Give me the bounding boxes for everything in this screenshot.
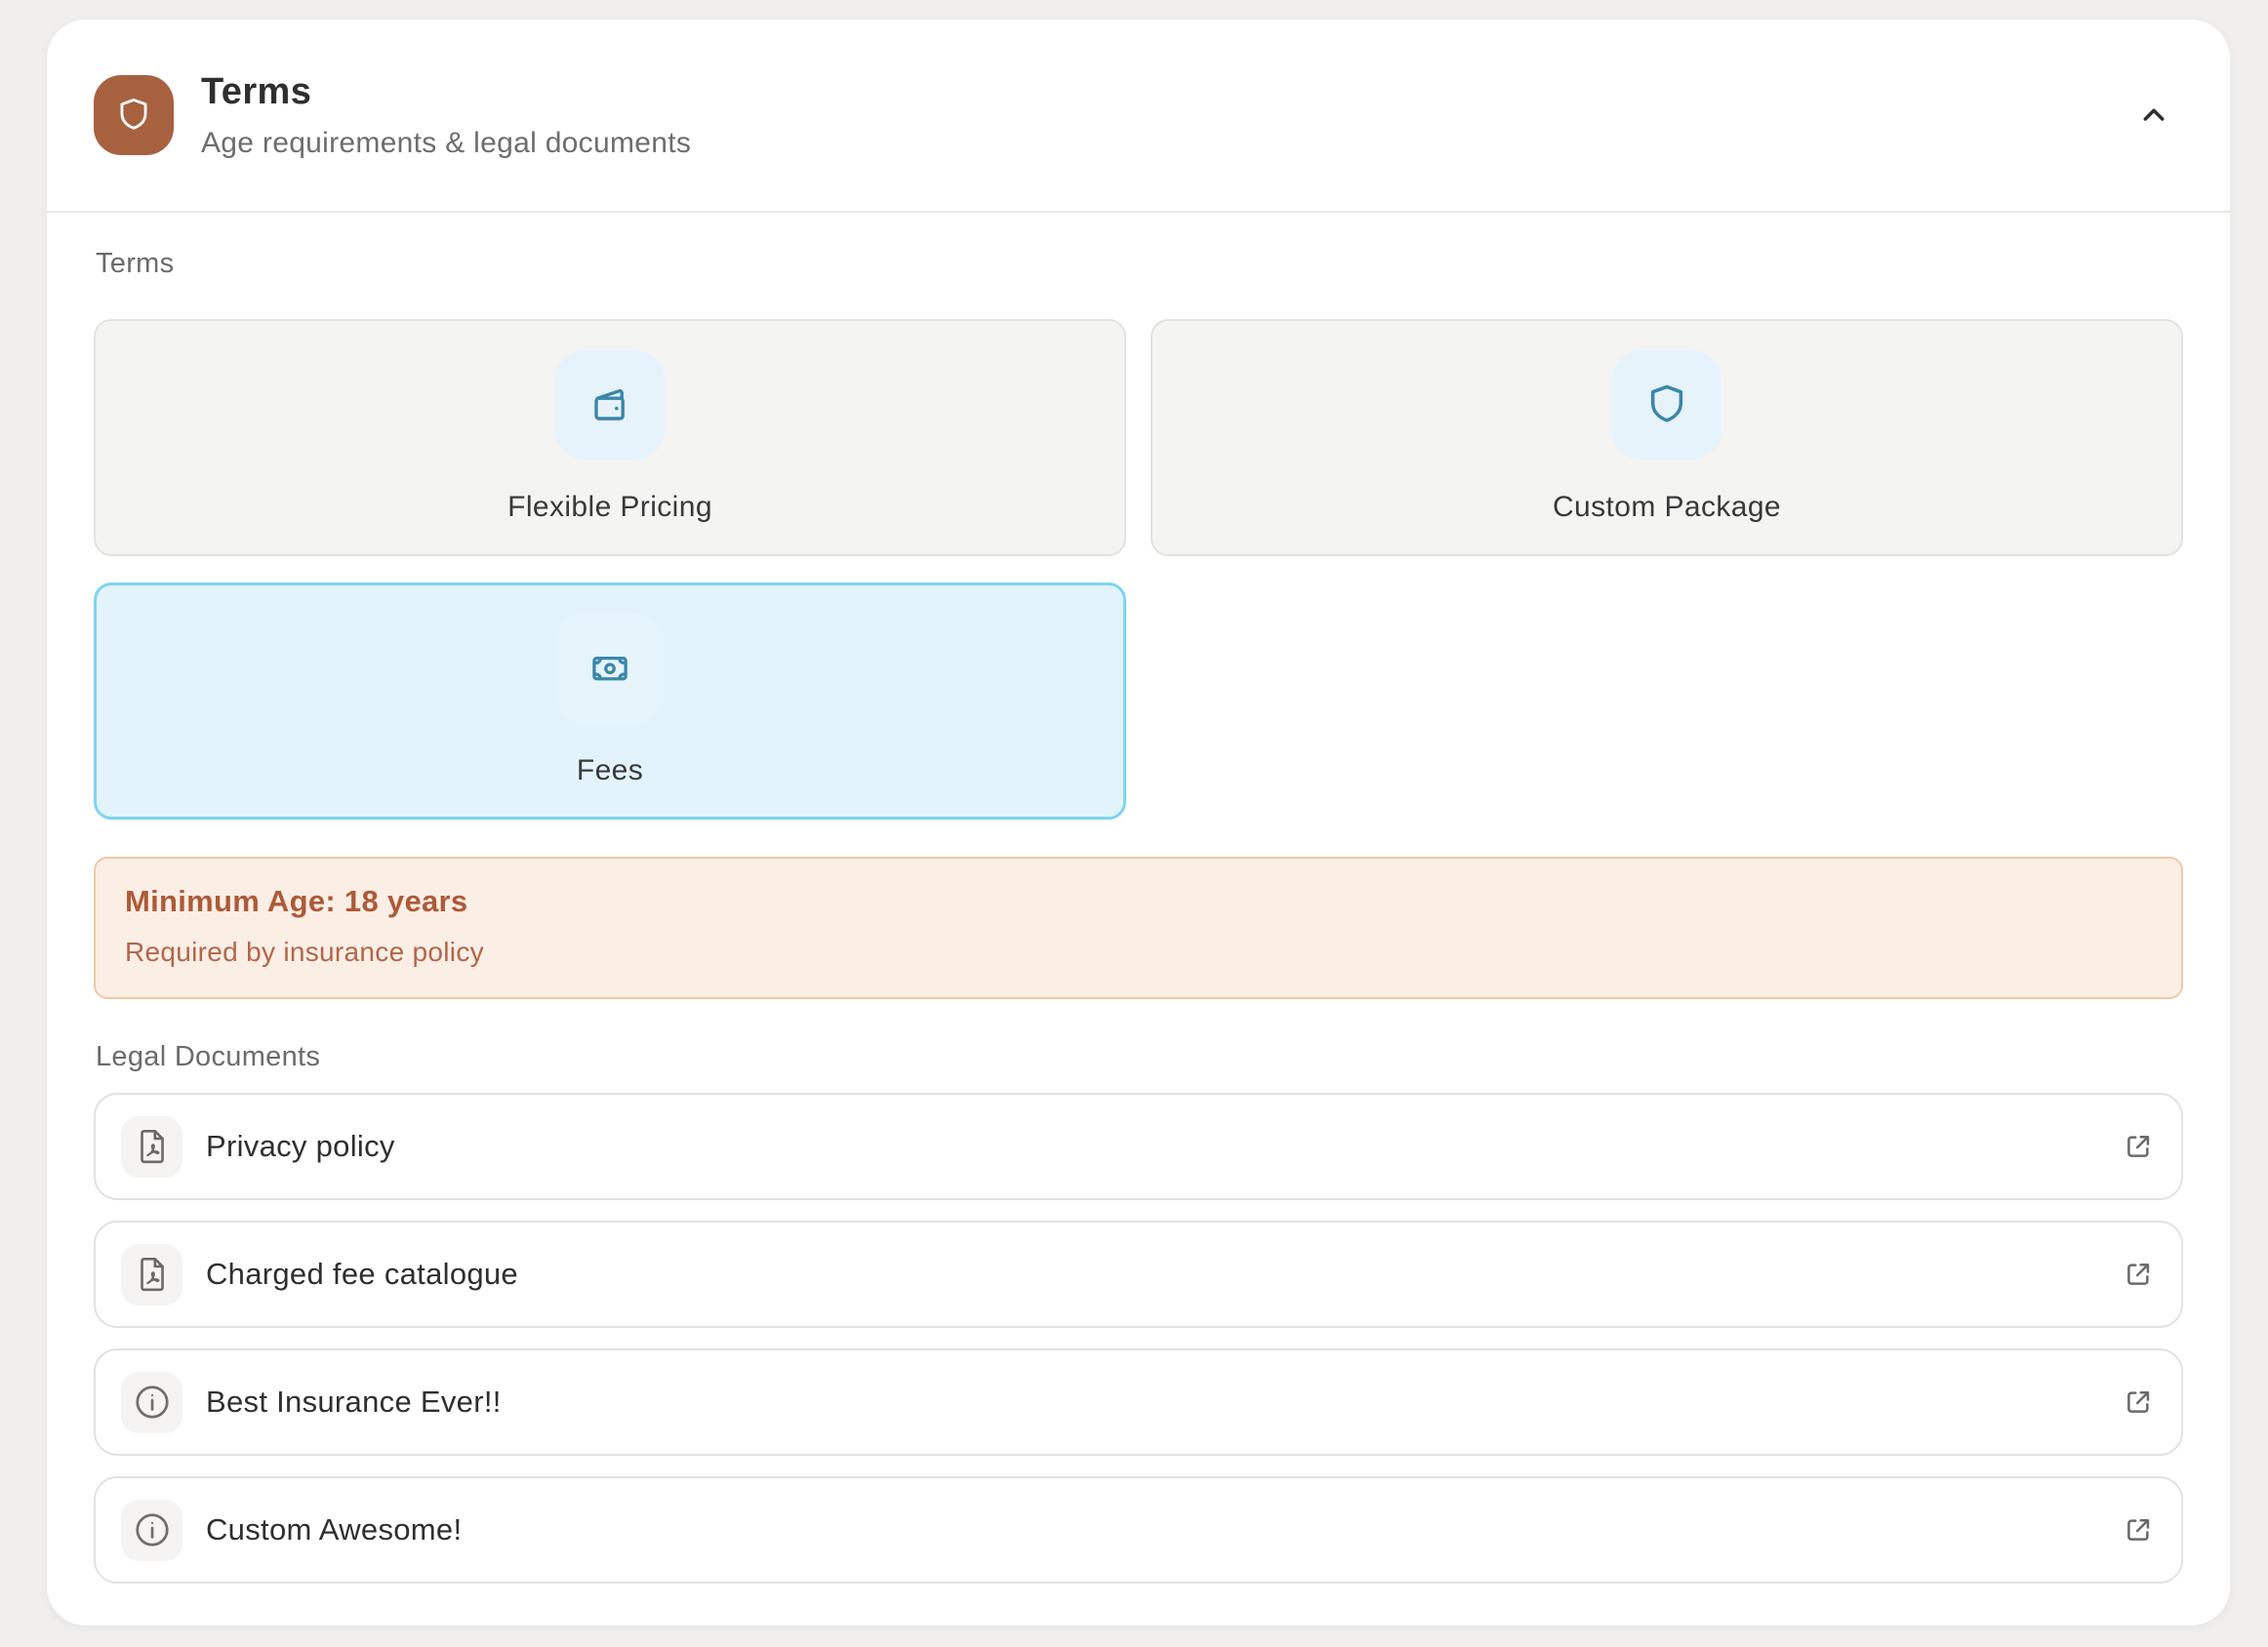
option-custom-package[interactable]: Custom Package [1151, 319, 2183, 556]
option-label: Fees [576, 754, 644, 786]
terms-options-grid: Flexible Pricing Custom Package [94, 319, 2183, 820]
banknote-icon [555, 614, 665, 723]
pdf-file-icon [121, 1115, 182, 1178]
option-fees-selected[interactable]: Fees [94, 582, 1126, 820]
panel-body: Terms Flexible Pricing [47, 248, 2230, 1584]
doc-item-charged-fee-catalogue[interactable]: Charged fee catalogue [94, 1221, 2183, 1328]
shield-icon [1612, 350, 1721, 460]
wallet-icon [555, 350, 665, 460]
doc-item-privacy-policy[interactable]: Privacy policy [94, 1093, 2183, 1200]
option-flexible-pricing[interactable]: Flexible Pricing [94, 319, 1126, 556]
doc-item-best-insurance-ever[interactable]: Best Insurance Ever!! [94, 1348, 2183, 1456]
doc-title: Privacy policy [206, 1129, 395, 1163]
header-text: Terms Age requirements & legal documents [201, 71, 691, 160]
terms-section-label: Terms [96, 248, 175, 279]
chevron-up-icon [2135, 97, 2172, 134]
legal-documents-label: Legal Documents [96, 1041, 321, 1072]
panel-title: Terms [201, 70, 312, 112]
legal-documents-list: Privacy policy [94, 1093, 2183, 1584]
doc-title: Charged fee catalogue [206, 1257, 518, 1291]
pdf-file-icon [121, 1243, 182, 1306]
option-label: Custom Package [1552, 491, 1782, 523]
doc-title: Custom Awesome! [206, 1512, 463, 1547]
minimum-age-title: Minimum Age: 18 years [125, 884, 468, 918]
info-icon [121, 1371, 182, 1433]
external-link-icon[interactable] [2122, 1513, 2155, 1547]
doc-item-custom-awesome[interactable]: Custom Awesome! [94, 1476, 2183, 1584]
external-link-icon[interactable] [2122, 1130, 2155, 1163]
external-link-icon[interactable] [2122, 1386, 2155, 1419]
shield-icon [94, 75, 174, 155]
panel-subtitle: Age requirements & legal documents [201, 126, 692, 159]
option-label: Flexible Pricing [507, 491, 712, 523]
panel-header: Terms Age requirements & legal documents [47, 20, 2230, 213]
minimum-age-notice: Minimum Age: 18 years Required by insura… [94, 857, 2183, 999]
minimum-age-subtitle: Required by insurance policy [125, 937, 484, 967]
info-icon [121, 1499, 182, 1561]
doc-title: Best Insurance Ever!! [206, 1385, 502, 1419]
external-link-icon[interactable] [2122, 1258, 2155, 1291]
collapse-panel-button[interactable] [2125, 86, 2183, 144]
terms-panel: Terms Age requirements & legal documents… [47, 20, 2230, 1626]
